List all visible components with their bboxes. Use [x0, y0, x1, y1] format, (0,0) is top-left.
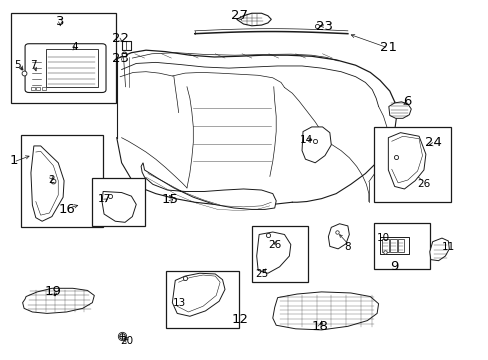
- Text: 19: 19: [45, 285, 61, 298]
- Polygon shape: [141, 163, 276, 210]
- FancyBboxPatch shape: [25, 44, 106, 93]
- Bar: [92, 178, 145, 226]
- Bar: [36, 87, 40, 90]
- Text: 23: 23: [111, 51, 128, 64]
- Bar: [31, 87, 35, 90]
- Bar: [11, 13, 116, 103]
- Text: 20: 20: [120, 336, 133, 346]
- Text: 5: 5: [14, 59, 20, 69]
- Text: 18: 18: [311, 320, 328, 333]
- Text: 17: 17: [97, 194, 110, 204]
- Text: 6: 6: [402, 95, 411, 108]
- Polygon shape: [302, 127, 330, 163]
- Bar: [373, 127, 450, 202]
- Text: 21: 21: [379, 41, 396, 54]
- Bar: [21, 135, 103, 226]
- Polygon shape: [388, 102, 410, 118]
- Polygon shape: [387, 133, 425, 189]
- Text: 10: 10: [376, 233, 389, 243]
- Text: 14: 14: [300, 135, 313, 145]
- Polygon shape: [22, 288, 94, 314]
- Polygon shape: [328, 224, 348, 249]
- Polygon shape: [236, 13, 271, 26]
- Bar: [45, 49, 98, 87]
- Text: 26: 26: [416, 179, 430, 189]
- Text: 22: 22: [111, 32, 128, 45]
- Polygon shape: [102, 192, 136, 222]
- Polygon shape: [272, 292, 378, 330]
- Polygon shape: [429, 238, 448, 261]
- Text: 27: 27: [231, 9, 247, 22]
- Polygon shape: [31, 146, 64, 221]
- Bar: [389, 239, 396, 252]
- Text: 11: 11: [441, 242, 454, 252]
- Polygon shape: [256, 232, 290, 273]
- Bar: [381, 239, 388, 252]
- Text: 4: 4: [71, 42, 78, 51]
- Bar: [397, 239, 404, 252]
- Text: 23: 23: [316, 20, 333, 33]
- Text: 12: 12: [231, 312, 247, 326]
- Bar: [166, 271, 238, 328]
- Bar: [373, 223, 429, 269]
- Text: 7: 7: [30, 59, 37, 69]
- Bar: [252, 226, 308, 282]
- Text: 16: 16: [58, 203, 75, 216]
- Text: 26: 26: [267, 240, 281, 250]
- Text: 9: 9: [390, 260, 398, 273]
- Text: 3: 3: [56, 15, 64, 28]
- Polygon shape: [172, 273, 224, 316]
- Text: 15: 15: [162, 193, 179, 206]
- Text: 25: 25: [254, 269, 267, 279]
- Text: 24: 24: [425, 136, 441, 149]
- Text: 2: 2: [48, 175, 55, 185]
- Text: 13: 13: [172, 298, 185, 308]
- Text: 8: 8: [344, 242, 350, 252]
- Bar: [41, 87, 45, 90]
- Text: 1: 1: [9, 154, 18, 167]
